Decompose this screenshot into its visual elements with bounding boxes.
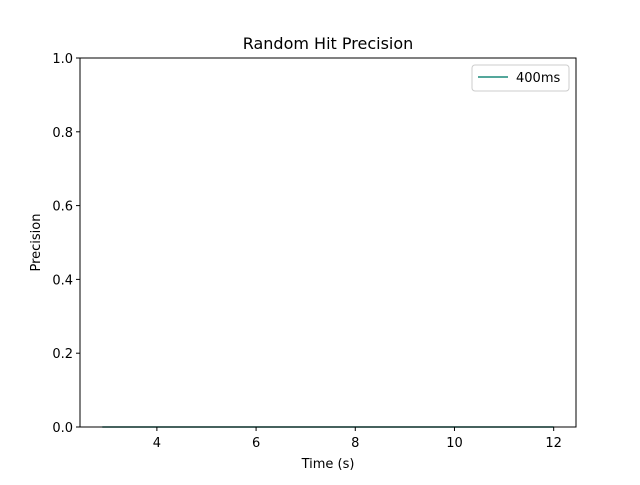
y-axis-label: Precision [29,213,44,271]
chart-title: Random Hit Precision [243,34,414,53]
y-tick-label: 0.0 [52,421,73,436]
axes-frame [79,57,577,428]
y-tick-label: 0.4 [52,273,73,288]
y-tick-label: 1.0 [52,52,73,67]
y-tick-label: 0.2 [52,347,73,362]
x-tick-label: 6 [252,436,260,451]
x-tick-label: 4 [153,436,161,451]
y-tick-label: 0.6 [52,200,73,215]
legend-label-400ms: 400ms [516,71,560,86]
axes: 4 6 8 10 12 0.0 0.2 0.4 0.6 0.8 1.0 [52,52,577,451]
plot-area [80,58,576,427]
legend-box [471,64,570,92]
x-tick-label: 10 [446,436,463,451]
y-tick-label: 0.8 [52,126,73,141]
x-tick-label: 8 [351,436,359,451]
legend: 400ms [471,64,570,92]
x-tick-label: 12 [545,436,562,451]
x-axis-label: Time (s) [301,457,355,472]
plot-background [80,58,576,427]
